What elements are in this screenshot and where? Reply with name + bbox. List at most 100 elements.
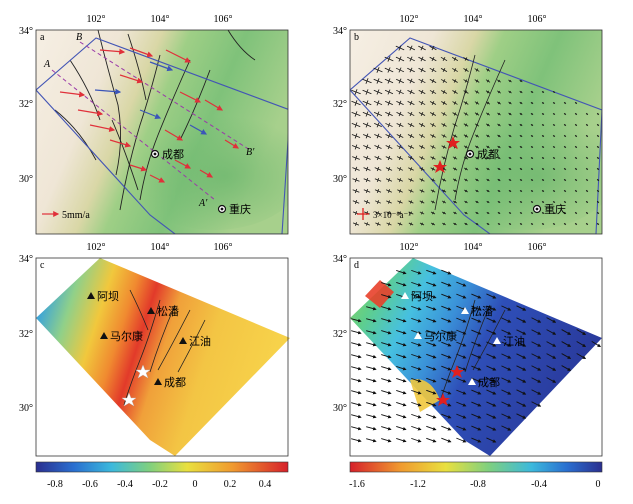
strain-cross <box>409 156 413 160</box>
ytick-d-34: 34° <box>333 254 347 265</box>
strain-cross <box>586 179 588 181</box>
panel-a: a 102° 104° 106° 34° 32° 30° A B A′ B′ 成… <box>19 14 289 235</box>
strain-arrow <box>381 354 392 359</box>
strain-cross <box>376 222 380 226</box>
strain-cross <box>597 124 599 126</box>
strain-cross <box>354 199 358 205</box>
xtick-c-104: 104° <box>151 242 170 253</box>
strain-arrow <box>396 318 407 323</box>
strain-arrow <box>366 366 377 371</box>
strain-cross <box>509 112 511 116</box>
strain-arrow <box>411 269 422 275</box>
frame-a <box>35 29 289 235</box>
strain-arrow <box>471 329 482 335</box>
strain-cross <box>453 101 457 105</box>
strain-cross <box>476 189 478 193</box>
frame-b <box>349 29 603 235</box>
strain-cross <box>365 89 369 95</box>
strain-cross <box>354 133 358 139</box>
strain-arrow <box>396 390 407 395</box>
strain-cross <box>476 167 478 171</box>
strain-arrow <box>426 401 437 407</box>
strain-cross <box>387 167 391 171</box>
field-c <box>36 258 290 456</box>
station-d-chengdu: 成都 <box>478 376 500 389</box>
strain-cross <box>553 113 555 115</box>
strain-arrow <box>561 353 572 359</box>
strain-cross <box>387 67 391 73</box>
strain-arrow <box>486 401 497 407</box>
strain-cross <box>520 168 522 170</box>
strain-arrow <box>426 425 437 431</box>
strain-arrow <box>426 341 437 347</box>
strain-cross <box>354 122 358 128</box>
strain-cross <box>520 157 522 159</box>
strain-arrow <box>366 342 377 347</box>
xtick-d-104: 104° <box>464 242 483 253</box>
station-c-aba: 阿坝 <box>97 289 119 303</box>
strain-cross <box>542 157 544 159</box>
strain-cross <box>420 167 424 171</box>
strain-cross <box>409 111 413 117</box>
strain-arrow <box>411 413 422 419</box>
strain-cross <box>453 156 457 160</box>
strain-arrow <box>471 353 482 359</box>
strain-arrow <box>426 377 437 383</box>
strain-cross <box>376 89 380 95</box>
strain-cross <box>553 168 555 170</box>
strain-cross <box>420 156 424 160</box>
strain-cross <box>365 133 369 139</box>
strain-cross <box>509 134 511 138</box>
xtick-a-104: 104° <box>151 14 170 25</box>
strain-cross <box>586 146 588 148</box>
strain-cross <box>520 101 522 105</box>
strain-arrow <box>411 293 422 299</box>
strain-cross <box>432 222 434 226</box>
strain-cross <box>431 45 435 51</box>
strain-cross <box>531 212 533 214</box>
strain-arrow <box>486 329 497 335</box>
strain-arrow <box>396 342 407 347</box>
strain-arrow <box>426 293 437 299</box>
strain-cross <box>475 145 479 149</box>
strain-cross <box>420 56 424 62</box>
strain-cross <box>398 133 402 139</box>
strain-arrow <box>531 389 542 395</box>
strain-arrow <box>366 306 377 311</box>
strain-cross <box>475 134 479 138</box>
strain-cross <box>398 122 402 128</box>
strain-arrow <box>531 401 542 407</box>
strain-arrow <box>501 377 512 383</box>
strain-cross <box>409 78 413 84</box>
strain-arrow <box>381 318 392 323</box>
strain-cross <box>420 178 424 182</box>
strain-arrow <box>426 329 437 335</box>
strain-arrow <box>501 329 512 335</box>
strain-cross <box>520 146 522 148</box>
station-c-maerkang: 马尔康 <box>110 329 143 343</box>
strain-cross <box>387 189 391 193</box>
strain-cross <box>498 201 500 203</box>
strain-cross <box>387 211 391 215</box>
strain-arrow <box>366 330 377 335</box>
strain-cross <box>365 177 369 183</box>
strain-cross <box>453 123 457 127</box>
velocity-arrows <box>59 47 240 183</box>
strain-cross <box>564 124 566 126</box>
strain-cross <box>365 188 369 194</box>
strain-cross <box>398 67 402 73</box>
strain-arrow <box>516 401 527 407</box>
strain-cross <box>454 211 456 215</box>
strain-cross <box>398 178 402 182</box>
panel-label-d: d <box>354 260 359 271</box>
xtick-d-102: 102° <box>400 242 419 253</box>
strain-cross <box>476 211 478 215</box>
faults-c <box>123 289 206 406</box>
city-chengdu-a: 成都 <box>162 148 184 161</box>
strain-arrow <box>396 354 407 359</box>
xtick-a-102: 102° <box>87 14 106 25</box>
strain-arrow <box>441 365 452 371</box>
strain-cross <box>575 135 577 137</box>
strain-cross <box>520 90 522 94</box>
strain-cross <box>575 223 577 225</box>
